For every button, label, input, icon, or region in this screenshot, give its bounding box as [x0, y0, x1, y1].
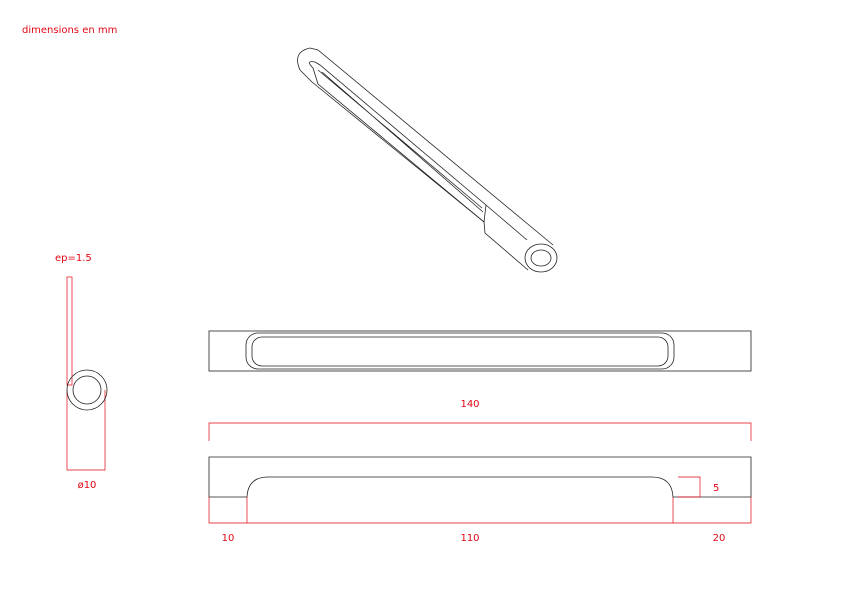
front-view: 140 5 10 110 20 [208, 399, 752, 544]
tube-inner [72, 375, 102, 405]
diameter-dimension [66, 390, 106, 471]
front-outline [208, 456, 752, 498]
iso-step [485, 204, 528, 241]
ep-marker [66, 276, 73, 386]
total-length-label: 140 [460, 399, 479, 410]
depth-label: 5 [713, 483, 719, 494]
iso-slot [309, 61, 487, 223]
left-end-label: 10 [222, 533, 235, 544]
top-slot-inner [251, 336, 669, 367]
tube-outer [66, 369, 108, 411]
units-note: dimensions en mm [22, 25, 117, 36]
iso-bottom-edge [299, 69, 529, 271]
diameter-label: ø10 [78, 480, 97, 491]
iso-view [297, 47, 558, 273]
iso-end-inner [530, 249, 552, 267]
iso-top-edge [297, 47, 554, 246]
grip-label: 110 [460, 533, 479, 544]
top-slot [245, 332, 675, 370]
depth-dimension [678, 476, 701, 498]
thickness-label: ep=1.5 [55, 253, 92, 264]
top-outline [208, 330, 752, 372]
top-view [208, 330, 752, 372]
segment-dimensions [208, 497, 752, 524]
iso-end-outer [524, 243, 558, 273]
total-dimension [208, 422, 752, 441]
right-end-label: 20 [713, 533, 726, 544]
side-view: ep=1.5 ø10 [55, 253, 108, 491]
iso-slot-inner [317, 69, 484, 213]
